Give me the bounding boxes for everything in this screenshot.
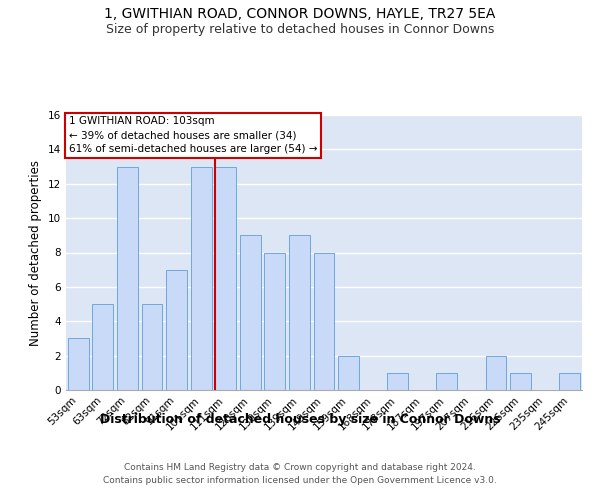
Bar xyxy=(142,304,163,390)
Bar xyxy=(387,373,408,390)
Text: 1 GWITHIAN ROAD: 103sqm
← 39% of detached houses are smaller (34)
61% of semi-de: 1 GWITHIAN ROAD: 103sqm ← 39% of detache… xyxy=(68,116,317,154)
Bar xyxy=(191,166,212,390)
Bar xyxy=(485,356,506,390)
Bar xyxy=(436,373,457,390)
Text: 1, GWITHIAN ROAD, CONNOR DOWNS, HAYLE, TR27 5EA: 1, GWITHIAN ROAD, CONNOR DOWNS, HAYLE, T… xyxy=(104,8,496,22)
Bar xyxy=(265,252,286,390)
Bar xyxy=(510,373,531,390)
Text: Distribution of detached houses by size in Connor Downs: Distribution of detached houses by size … xyxy=(100,412,500,426)
Bar xyxy=(92,304,113,390)
Text: Contains HM Land Registry data © Crown copyright and database right 2024.: Contains HM Land Registry data © Crown c… xyxy=(124,462,476,471)
Bar xyxy=(559,373,580,390)
Text: Contains public sector information licensed under the Open Government Licence v3: Contains public sector information licen… xyxy=(103,476,497,485)
Bar xyxy=(117,166,138,390)
Bar xyxy=(68,338,89,390)
Bar xyxy=(314,252,334,390)
Bar xyxy=(215,166,236,390)
Bar xyxy=(166,270,187,390)
Y-axis label: Number of detached properties: Number of detached properties xyxy=(29,160,43,346)
Bar xyxy=(240,236,261,390)
Text: Size of property relative to detached houses in Connor Downs: Size of property relative to detached ho… xyxy=(106,22,494,36)
Bar xyxy=(338,356,359,390)
Bar xyxy=(289,236,310,390)
